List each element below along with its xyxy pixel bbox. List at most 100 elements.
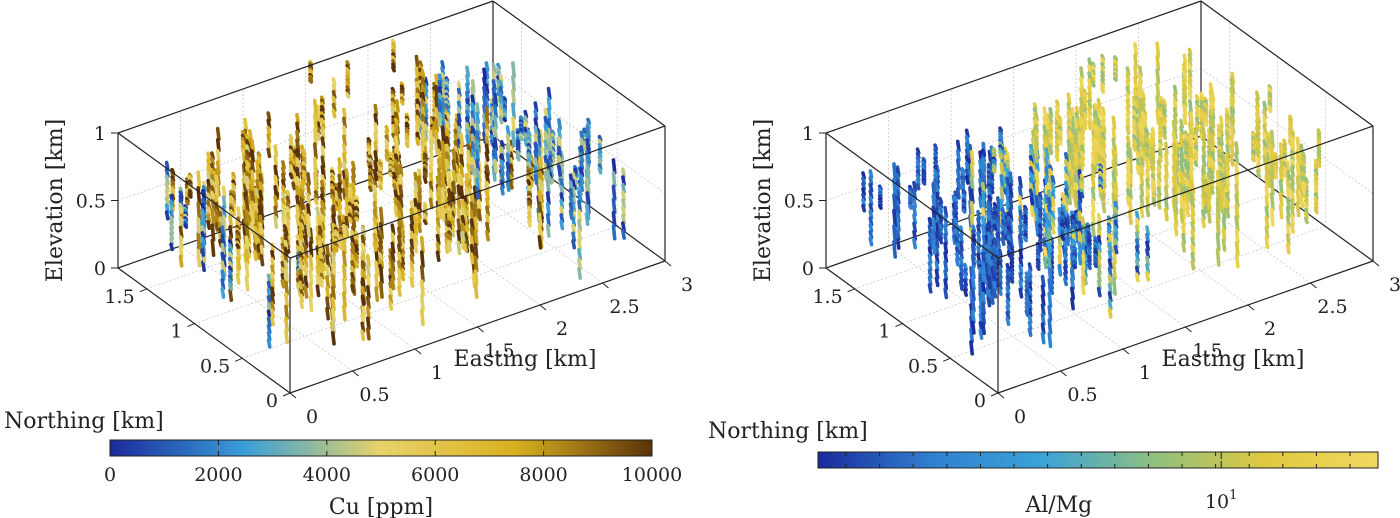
drillhole-segment <box>934 230 940 241</box>
drillhole-segment <box>970 287 976 302</box>
drillhole-segment <box>970 276 976 291</box>
drillhole-segment <box>978 312 984 324</box>
drillhole-segment <box>1234 253 1240 269</box>
drillhole-segment <box>378 184 383 191</box>
drillhole-segment <box>1290 174 1295 186</box>
colorbar-gradient <box>109 439 653 457</box>
drillhole-segment <box>473 216 479 233</box>
drillhole-segment <box>200 248 206 257</box>
drillhole-segment <box>1182 113 1188 125</box>
drillhole-segment <box>980 207 986 219</box>
drillhole-segment <box>999 186 1005 202</box>
drillhole-segment <box>284 304 289 320</box>
drillhole-segment <box>1046 257 1052 268</box>
drillhole-segment <box>295 157 301 170</box>
drillhole-segment <box>508 180 514 190</box>
drillhole-segment <box>1096 227 1102 239</box>
drillhole-segment <box>1190 236 1196 248</box>
drillhole-segment <box>921 180 927 186</box>
drillhole-segment <box>320 179 325 190</box>
drillhole-segment <box>420 84 426 95</box>
drillhole-segment <box>1135 130 1141 141</box>
drillhole-segment <box>1137 97 1143 110</box>
drillhole-segment <box>413 215 419 228</box>
x-tick-label: 1.5 <box>484 340 514 362</box>
drillhole-segment <box>1042 115 1048 128</box>
drillhole-segment <box>372 176 378 188</box>
drillhole-segment <box>585 151 591 168</box>
drillhole-segment <box>927 224 933 235</box>
y-tick-label: 0 <box>266 390 278 412</box>
drillhole-segment <box>1134 224 1140 235</box>
drillhole-segment <box>1262 139 1268 150</box>
drillhole-segment <box>351 182 356 193</box>
drillhole-segment <box>235 243 241 250</box>
drillhole-segment <box>1073 159 1079 170</box>
drillhole-segment <box>434 107 440 122</box>
drillhole-segment <box>1087 71 1093 82</box>
drillhole-segment <box>250 210 256 225</box>
drillhole-segment <box>388 261 394 272</box>
drillhole-segment <box>248 147 253 161</box>
drillhole-segment <box>253 233 259 245</box>
drillhole-segment <box>1087 78 1093 89</box>
drillhole-segment <box>1096 125 1102 136</box>
drillhole-segment <box>980 223 986 236</box>
drillhole-segment <box>1063 173 1069 184</box>
drillhole-segment <box>378 263 383 273</box>
drillhole-segment <box>934 199 940 211</box>
drillhole-segment <box>284 280 289 296</box>
drillhole-segment <box>434 73 440 88</box>
drillhole-segment <box>423 130 429 140</box>
drillhole-segment <box>320 136 326 149</box>
drillhole-segment <box>360 294 366 307</box>
drillhole-segment <box>243 183 249 196</box>
drillhole-segment <box>969 188 975 205</box>
drillhole-segment <box>178 225 184 239</box>
drillhole-segment <box>320 200 325 211</box>
drillhole-segment <box>934 276 940 288</box>
drillhole-segment <box>1179 118 1184 129</box>
drillhole-segment <box>1156 172 1162 183</box>
drillhole-segment <box>470 86 476 98</box>
drillhole-segment <box>1096 272 1102 283</box>
drillhole-segment <box>1018 248 1024 260</box>
drillhole-segment <box>372 232 378 244</box>
drillhole-segment <box>1155 41 1161 59</box>
drillhole-segment <box>390 259 396 272</box>
drillhole-segment <box>390 232 396 245</box>
drillhole-segment <box>164 196 170 207</box>
drillhole-segment <box>1208 82 1214 93</box>
drillhole-segment <box>440 125 446 144</box>
drillhole-segment <box>621 229 626 240</box>
drillhole-segment <box>505 143 511 156</box>
drillhole-segment <box>1290 166 1295 178</box>
drillhole-segment <box>1070 151 1076 164</box>
drillhole-segment <box>1090 186 1096 202</box>
drillhole-segment <box>308 240 314 258</box>
drillhole-segment <box>577 257 583 271</box>
drillhole-segment <box>1087 85 1093 96</box>
drillhole-segment <box>1040 293 1046 307</box>
drillhole-segment <box>372 208 378 220</box>
y-tick-label: 0 <box>974 390 986 412</box>
drillhole-segment <box>1125 150 1131 161</box>
drillhole-segment <box>220 278 226 291</box>
drillhole-segment <box>1125 188 1131 199</box>
drillhole-segment <box>206 213 212 224</box>
drillhole-segment <box>459 143 465 158</box>
drillhole-segment <box>169 242 175 252</box>
z-tick-label: 0.5 <box>784 191 814 213</box>
drillhole-segment <box>484 151 490 162</box>
drillhole-segment <box>360 321 366 333</box>
drillhole-segment <box>351 203 356 215</box>
drillhole-segment <box>440 156 446 175</box>
drillhole-segment <box>1005 159 1011 172</box>
drillhole-segment <box>396 260 402 272</box>
drillhole-segment <box>958 256 964 268</box>
drillhole-segment <box>466 162 471 173</box>
drillhole-segment <box>1145 232 1150 244</box>
drillhole-segment <box>1067 169 1073 184</box>
drillhole-segment <box>1044 166 1050 179</box>
